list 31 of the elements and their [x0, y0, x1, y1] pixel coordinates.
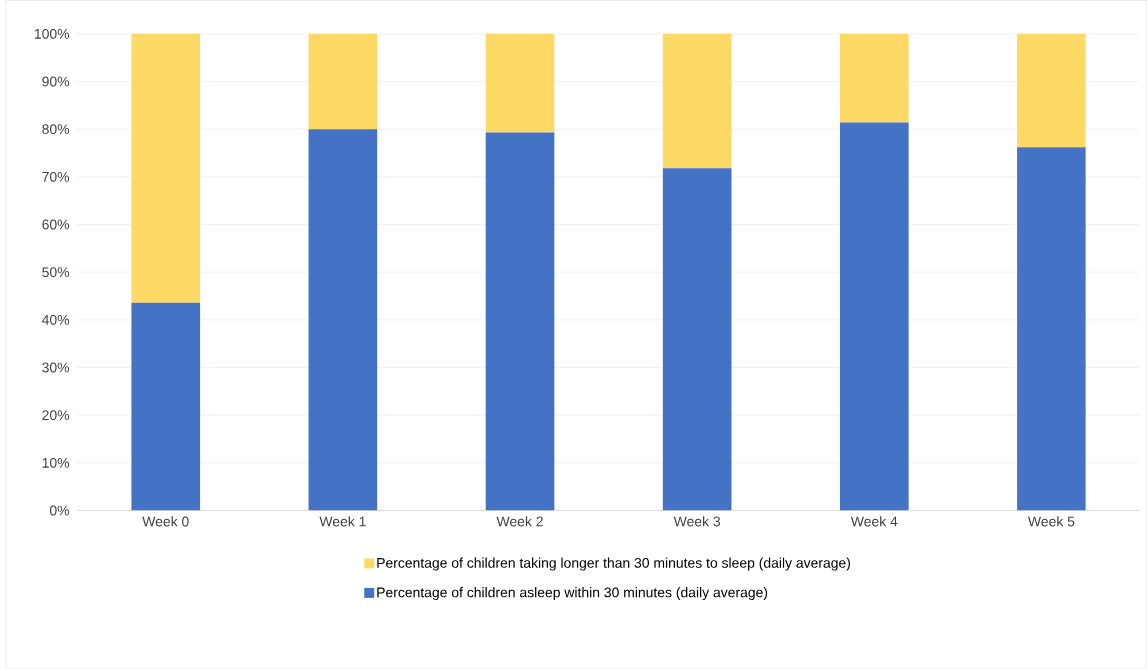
y-tick-label: 30% [42, 362, 70, 373]
y-tick-label: 60% [42, 219, 70, 230]
bar [485, 132, 555, 511]
bar [1017, 147, 1086, 511]
y-tick-label: 50% [42, 267, 70, 278]
y-tick-label: 0% [49, 505, 70, 516]
x-tick-label: Week 0 [142, 516, 189, 527]
bar [662, 33, 732, 169]
x-tick-label: Week 1 [319, 516, 366, 527]
legend-label: Percentage of children taking longer than 30 minutes to sleep (daily average) [377, 557, 850, 571]
bar [839, 122, 909, 511]
bar [131, 33, 201, 303]
bar [131, 302, 201, 511]
bar [1017, 33, 1086, 148]
x-tick-label: Week 2 [496, 516, 543, 527]
bar [662, 168, 732, 511]
bar [839, 33, 909, 123]
legend-label: Percentage of children asleep within 30 minutes (daily average) [377, 587, 768, 601]
y-tick-label: 100% [34, 29, 70, 39]
y-tick-label: 10% [42, 458, 70, 468]
y-tick-label: 90% [42, 76, 70, 87]
bar [485, 33, 555, 133]
bar [308, 33, 378, 130]
x-tick-label: Week 4 [850, 516, 898, 527]
x-tick-label: Week 5 [1028, 516, 1075, 527]
x-tick-label: Week 3 [673, 516, 721, 527]
bar [308, 129, 378, 511]
y-tick-label: 20% [42, 410, 70, 421]
y-tick-label: 70% [42, 172, 70, 182]
y-tick-label: 40% [41, 315, 70, 325]
y-tick-label: 80% [42, 124, 70, 135]
